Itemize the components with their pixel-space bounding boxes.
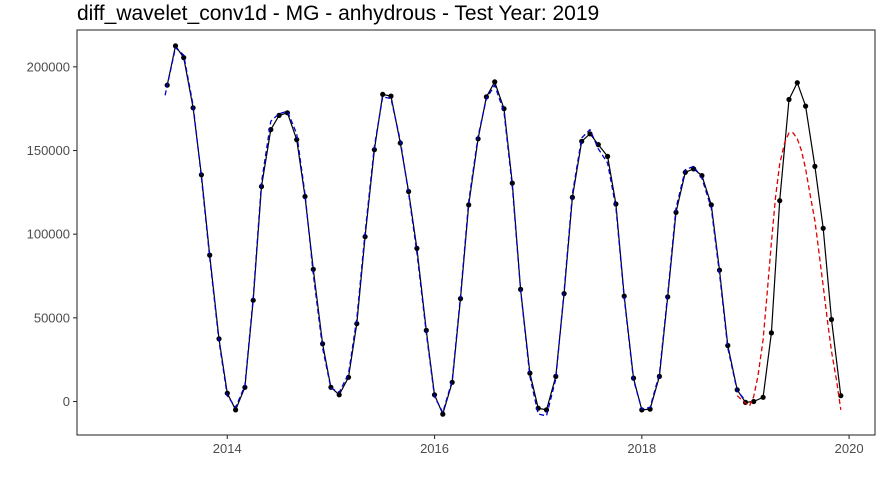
data-point — [803, 103, 809, 109]
data-point — [371, 147, 377, 153]
x-tick-label: 2016 — [420, 441, 449, 456]
x-tick-label: 2018 — [627, 441, 656, 456]
data-point — [543, 407, 550, 413]
y-tick-label: 50000 — [34, 310, 70, 325]
data-point — [587, 131, 593, 137]
series-forecast-line — [736, 132, 842, 410]
y-tick-label: 0 — [63, 394, 70, 409]
data-point — [777, 198, 783, 204]
data-point — [466, 202, 472, 208]
data-point — [302, 193, 308, 200]
data-point — [794, 80, 800, 86]
data-point — [751, 398, 757, 405]
data-point — [250, 297, 256, 303]
x-tick-label: 2020 — [835, 441, 864, 456]
chart-title: diff_wavelet_conv1d - MG - anhydrous - T… — [77, 2, 600, 25]
data-point — [276, 112, 282, 118]
data-point — [354, 321, 360, 327]
data-point — [838, 393, 844, 399]
data-point — [380, 91, 386, 97]
x-tick-label: 2014 — [213, 441, 242, 456]
data-point — [207, 252, 213, 258]
y-tick-label: 150000 — [27, 143, 70, 158]
data-point — [820, 225, 826, 231]
data-point — [172, 43, 179, 49]
data-point — [812, 163, 818, 169]
data-point — [242, 384, 248, 390]
data-point — [786, 96, 792, 103]
plot-panel-border — [76, 29, 876, 436]
data-point — [294, 137, 300, 143]
x-axis: 2014 2016 2018 2020 — [213, 435, 864, 456]
y-axis: 0 50000 100000 150000 200000 — [27, 59, 77, 409]
data-point — [768, 330, 775, 336]
data-point — [181, 55, 187, 61]
data-point — [828, 316, 835, 323]
data-point — [492, 79, 498, 85]
data-point — [509, 180, 515, 186]
data-point — [621, 293, 627, 299]
data-point — [725, 342, 731, 349]
data-point — [414, 245, 420, 251]
data-point — [388, 93, 394, 99]
y-tick-label: 200000 — [27, 59, 70, 74]
data-point — [760, 394, 766, 400]
data-point — [595, 142, 601, 148]
data-point — [336, 392, 342, 398]
data-point — [527, 370, 533, 376]
data-point — [233, 407, 239, 413]
y-tick-label: 100000 — [27, 227, 70, 242]
series-layer — [164, 43, 844, 417]
data-point — [483, 94, 489, 100]
series-fitted-line — [164, 46, 747, 417]
data-point — [440, 411, 446, 417]
data-point — [605, 153, 611, 159]
